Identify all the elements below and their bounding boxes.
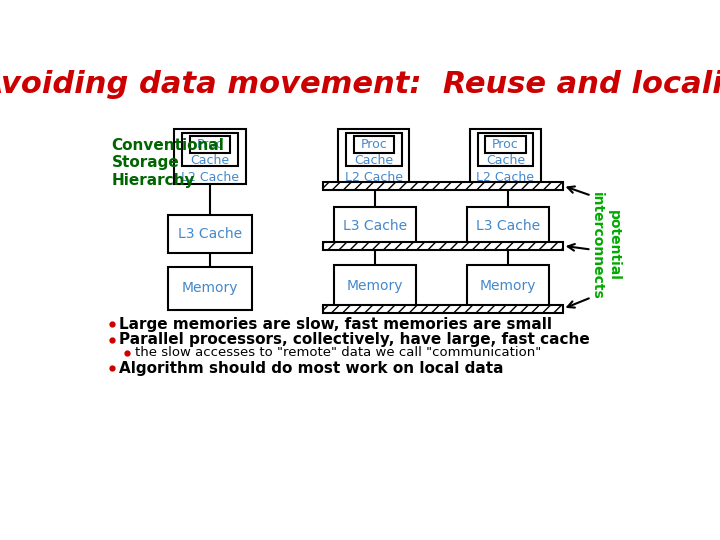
Bar — [334, 265, 415, 307]
Text: Parallel processors, collectively, have large, fast cache: Parallel processors, collectively, have … — [120, 332, 590, 347]
Bar — [168, 215, 252, 253]
Text: L2 Cache: L2 Cache — [181, 171, 239, 184]
Bar — [485, 136, 526, 153]
Bar — [334, 207, 415, 244]
Bar — [323, 242, 563, 249]
Text: L3 Cache: L3 Cache — [178, 227, 242, 241]
Text: Large memories are slow, fast memories are small: Large memories are slow, fast memories a… — [120, 317, 552, 332]
Text: Proc: Proc — [360, 138, 387, 151]
Text: the slow accesses to "remote" data we call "communication": the slow accesses to "remote" data we ca… — [135, 346, 541, 359]
Text: Memory: Memory — [480, 279, 536, 293]
Bar — [168, 267, 252, 309]
Text: Cache: Cache — [486, 154, 525, 167]
Bar — [346, 132, 402, 166]
Bar — [467, 207, 549, 244]
Text: Memory: Memory — [346, 279, 403, 293]
Text: potential
interconnects: potential interconnects — [590, 192, 621, 300]
Bar — [338, 129, 409, 184]
Text: Cache: Cache — [354, 154, 393, 167]
Text: Proc: Proc — [492, 138, 519, 151]
Text: Memory: Memory — [182, 281, 238, 295]
Bar — [354, 136, 394, 153]
Bar — [477, 132, 534, 166]
Bar — [182, 132, 238, 166]
Text: Avoiding data movement:  Reuse and locality: Avoiding data movement: Reuse and locali… — [0, 70, 720, 98]
Text: Algorithm should do most work on local data: Algorithm should do most work on local d… — [120, 361, 504, 376]
Text: Conventional
Storage
Hierarchy: Conventional Storage Hierarchy — [112, 138, 225, 188]
Bar — [174, 129, 246, 184]
Bar — [467, 265, 549, 307]
Text: Proc: Proc — [197, 138, 223, 151]
Text: L3 Cache: L3 Cache — [343, 219, 407, 233]
Text: L2 Cache: L2 Cache — [477, 171, 534, 184]
Bar — [323, 182, 563, 190]
Text: L3 Cache: L3 Cache — [476, 219, 540, 233]
Bar — [469, 129, 541, 184]
Text: L2 Cache: L2 Cache — [345, 171, 402, 184]
Bar — [323, 305, 563, 313]
Text: Cache: Cache — [191, 154, 230, 167]
Bar — [190, 136, 230, 153]
